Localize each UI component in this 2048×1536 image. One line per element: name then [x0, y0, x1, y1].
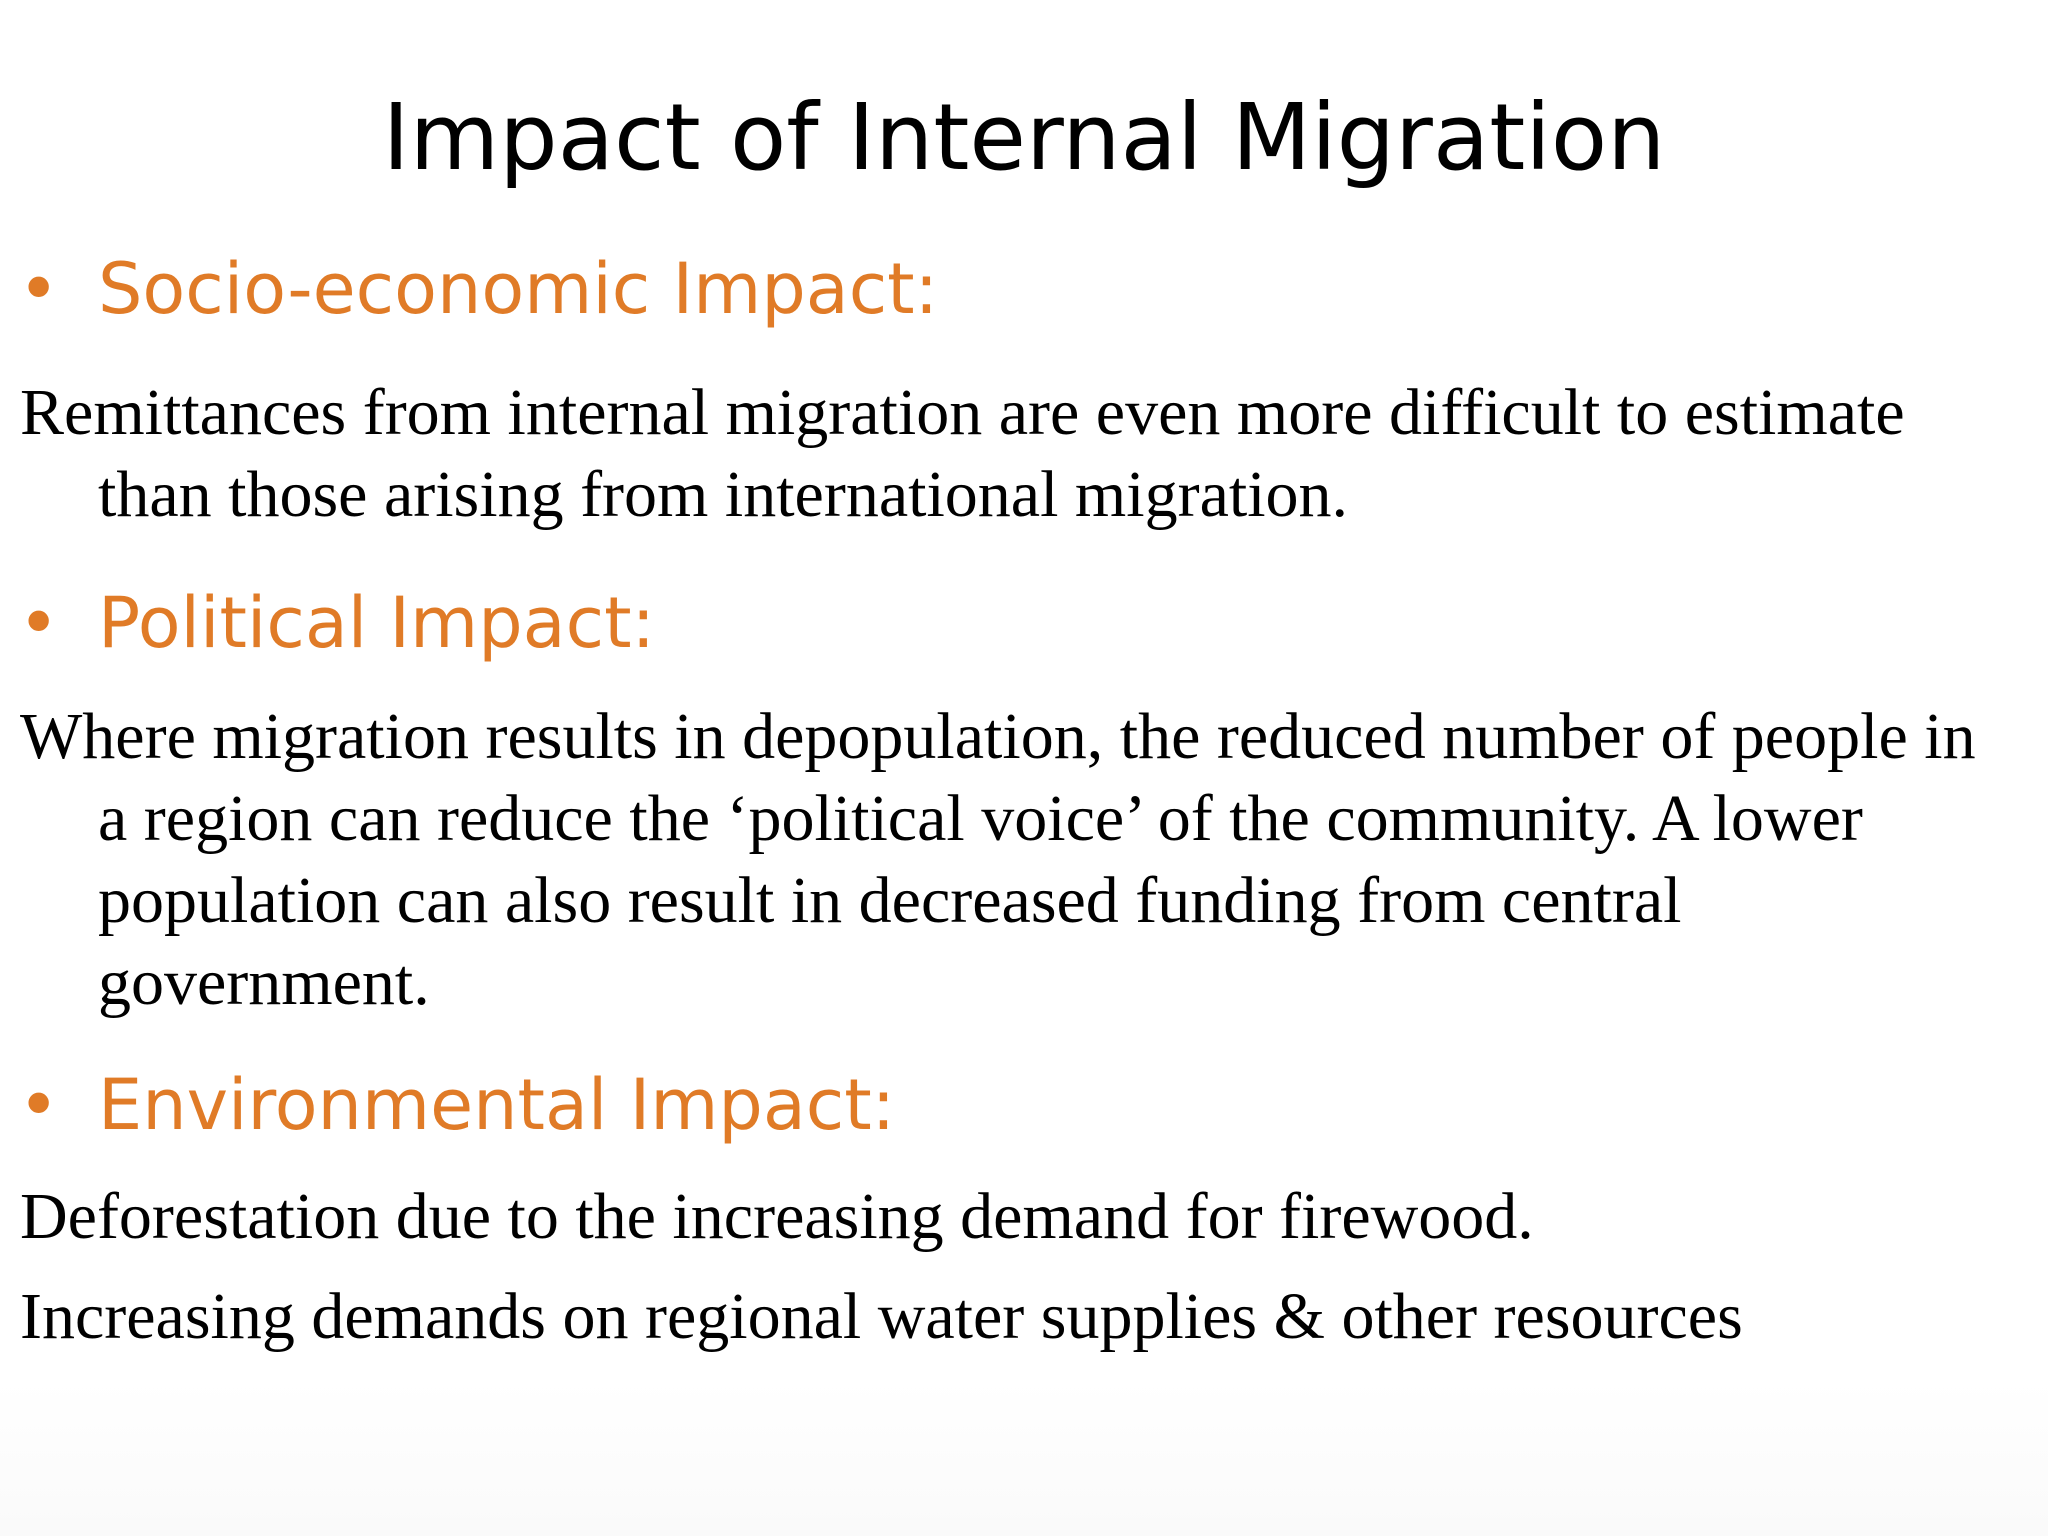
heading-socio-economic: • Socio-economic Impact: [18, 244, 938, 334]
paragraph-deforestation: Deforestation due to the increasing dema… [20, 1180, 1534, 1253]
bullet-dot-icon: • [18, 248, 60, 330]
heading-environmental-label: Environmental Impact: [98, 1064, 896, 1146]
heading-political-label: Political Impact: [98, 582, 656, 664]
paragraph-depopulation: Where migration results in depopulation,… [20, 700, 1976, 1019]
slide-title: Impact of Internal Migration [382, 84, 1666, 191]
heading-political: • Political Impact: [18, 578, 655, 668]
bottom-shade [0, 1380, 2048, 1536]
bullet-dot-icon: • [18, 582, 60, 664]
paragraph-water-supplies: Increasing demands on regional water sup… [20, 1280, 1743, 1353]
bullet-dot-icon: • [18, 1064, 60, 1146]
heading-socio-economic-label: Socio-economic Impact: [98, 248, 939, 330]
paragraph-remittances: Remittances from internal migration are … [20, 376, 1905, 531]
heading-environmental: • Environmental Impact: [18, 1060, 895, 1150]
